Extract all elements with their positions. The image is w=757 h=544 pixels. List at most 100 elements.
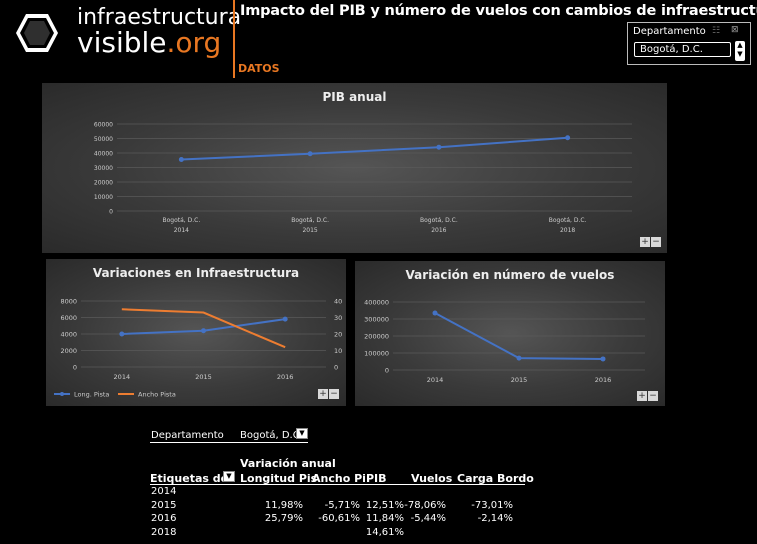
x-tick-label: 2016 — [595, 376, 612, 384]
pivot-col-header-top: Variación anual — [240, 457, 336, 470]
pivot-col-header: Ancho Pi: — [312, 472, 371, 485]
collapse-button[interactable]: − — [651, 237, 661, 247]
chart-title: PIB anual — [322, 90, 387, 104]
pivot-cell: 11,98% — [264, 499, 303, 511]
y-tick-label: 30000 — [94, 165, 113, 172]
y-tick-label: 50000 — [94, 136, 113, 143]
y-tick-label: 10000 — [94, 194, 113, 201]
y2-tick-label: 40 — [334, 298, 342, 306]
x-tick-label: 2015 — [302, 227, 317, 234]
series-line — [181, 136, 568, 161]
x-tick-label: 2014 — [174, 227, 189, 234]
y-tick-label: 4000 — [60, 331, 77, 339]
slicer-scrollbar[interactable]: ▲ ▼ — [735, 41, 745, 61]
y-tick-label: 0 — [109, 209, 113, 216]
data-point — [565, 135, 571, 141]
x-tick-label: 2016 — [431, 227, 446, 234]
y2-tick-label: 20 — [334, 331, 342, 339]
y-tick-label: 200000 — [364, 333, 389, 341]
pivot-cell: -5,44% — [410, 513, 446, 524]
expand-button[interactable]: + — [640, 237, 650, 247]
legend-label: Ancho Pista — [138, 391, 176, 399]
pivot-cell: -78,06% — [404, 499, 446, 511]
x-tick-label: Bogotá, D.C. — [291, 217, 329, 224]
x-tick-label: 2015 — [195, 373, 212, 381]
departamento-slicer[interactable]: Departamento ☷ ⊠ Bogotá, D.C. ▲ ▼ — [627, 22, 751, 65]
pivot-filter-underline — [150, 442, 308, 443]
vuelos-chart[interactable]: Variación en número de vuelos 400000 3000… — [355, 261, 665, 406]
y-tick-label: 0 — [385, 367, 389, 375]
x-tick-label: 2018 — [560, 227, 575, 234]
data-point — [432, 310, 438, 316]
pib-anual-chart[interactable]: PIB anual 60000 50000 40000 30000 20000 10000… — [42, 83, 667, 253]
pivot-col-header: Vuelos — [411, 472, 453, 485]
infraestructura-chart[interactable]: Variaciones en Infraestructura 8000 6000 4… — [46, 259, 346, 406]
pivot-header-underline — [150, 484, 525, 485]
x-tick-label: 2014 — [427, 376, 444, 384]
chart-title: Variaciones en Infraestructura — [92, 266, 300, 280]
pivot-col-header: PIB — [366, 472, 387, 485]
pivot-cell: -2,14% — [477, 513, 513, 524]
logo[interactable]: infraestructura visible.org — [10, 5, 241, 60]
x-tick-label: Bogotá, D.C. — [549, 217, 587, 224]
x-tick-label: Bogotá, D.C. — [420, 217, 458, 224]
clear-filter-icon[interactable]: ⊠ — [731, 25, 739, 35]
pivot-cell: 14,61% — [365, 526, 404, 538]
datos-tab[interactable]: DATOS — [238, 62, 280, 75]
y-tick-label: 8000 — [60, 298, 77, 306]
slicer-header: Departamento — [633, 26, 706, 37]
expand-button[interactable]: + — [318, 389, 328, 399]
y2-tick-label: 10 — [334, 347, 342, 355]
pivot-filter-value[interactable]: Bogotá, D.C — [240, 430, 300, 441]
page-title: Impacto del PIB y número de vuelos con c… — [240, 3, 757, 19]
y2-tick-label: 0 — [334, 364, 338, 372]
pivot-row-label: 2018 — [151, 526, 177, 538]
y-tick-label: 60000 — [94, 122, 113, 129]
legend-label: Long. Pista — [74, 391, 109, 399]
pivot-row-label: 2016 — [151, 513, 177, 524]
x-tick-label: 2014 — [114, 373, 131, 381]
pivot-cell: 25,79% — [264, 513, 303, 524]
y-tick-label: 0 — [73, 364, 77, 372]
data-point — [201, 328, 206, 334]
y-tick-label: 20000 — [94, 180, 113, 187]
pivot-cell: -73,01% — [471, 499, 513, 511]
x-tick-label: 2015 — [511, 376, 528, 384]
slicer-item-selected[interactable]: Bogotá, D.C. — [634, 42, 731, 57]
expand-button[interactable]: + — [637, 391, 647, 401]
collapse-button[interactable]: − — [648, 391, 658, 401]
y-tick-label: 100000 — [364, 350, 389, 358]
y-tick-label: 400000 — [364, 299, 389, 307]
data-point — [178, 157, 184, 163]
logo-text-line1: infraestructura — [77, 5, 242, 30]
logo-text-line2: visible.org — [77, 26, 222, 59]
pivot-col-header: Longitud Pis — [240, 472, 318, 485]
data-point — [282, 316, 288, 322]
pivot-cell: -60,61% — [318, 513, 360, 524]
vuelos-chart-plot: 400000 300000 200000 100000 0 2014 2015 2016 — [364, 299, 645, 384]
row-labels-dropdown-icon[interactable]: ▼ — [223, 471, 235, 482]
pivot-row-label: 2014 — [151, 486, 177, 497]
y-tick-label: 300000 — [364, 316, 389, 324]
data-point — [307, 151, 313, 157]
x-tick-label: Bogotá, D.C. — [163, 217, 201, 224]
pivot-cell: 11,84% — [365, 513, 404, 524]
data-point — [436, 144, 442, 150]
pivot-filter-dropdown-icon[interactable]: ▼ — [296, 428, 308, 439]
pivot-cell: -5,71% — [324, 499, 360, 511]
collapse-button[interactable]: − — [329, 389, 339, 399]
data-point — [600, 356, 606, 362]
pivot-filter-label: Departamento — [151, 430, 224, 441]
legend-marker — [60, 392, 64, 396]
y-tick-label: 2000 — [60, 347, 77, 355]
infraestructura-chart-plot: 8000 6000 4000 2000 0 40 30 20 10 0 2014 2015 2016 Lo… — [54, 298, 342, 399]
header-divider — [233, 0, 235, 78]
pivot-cell: 12,51% — [365, 499, 404, 511]
multi-select-icon[interactable]: ☷ — [712, 26, 721, 36]
pivot-col-header: Carga Bordo — [457, 472, 534, 485]
y2-tick-label: 30 — [334, 314, 342, 322]
pib-chart-plot: 60000 50000 40000 30000 20000 10000 0 Bogotá, D… — [94, 122, 632, 234]
x-tick-label: 2016 — [277, 373, 294, 381]
data-point — [516, 355, 522, 361]
y-tick-label: 6000 — [60, 314, 77, 322]
